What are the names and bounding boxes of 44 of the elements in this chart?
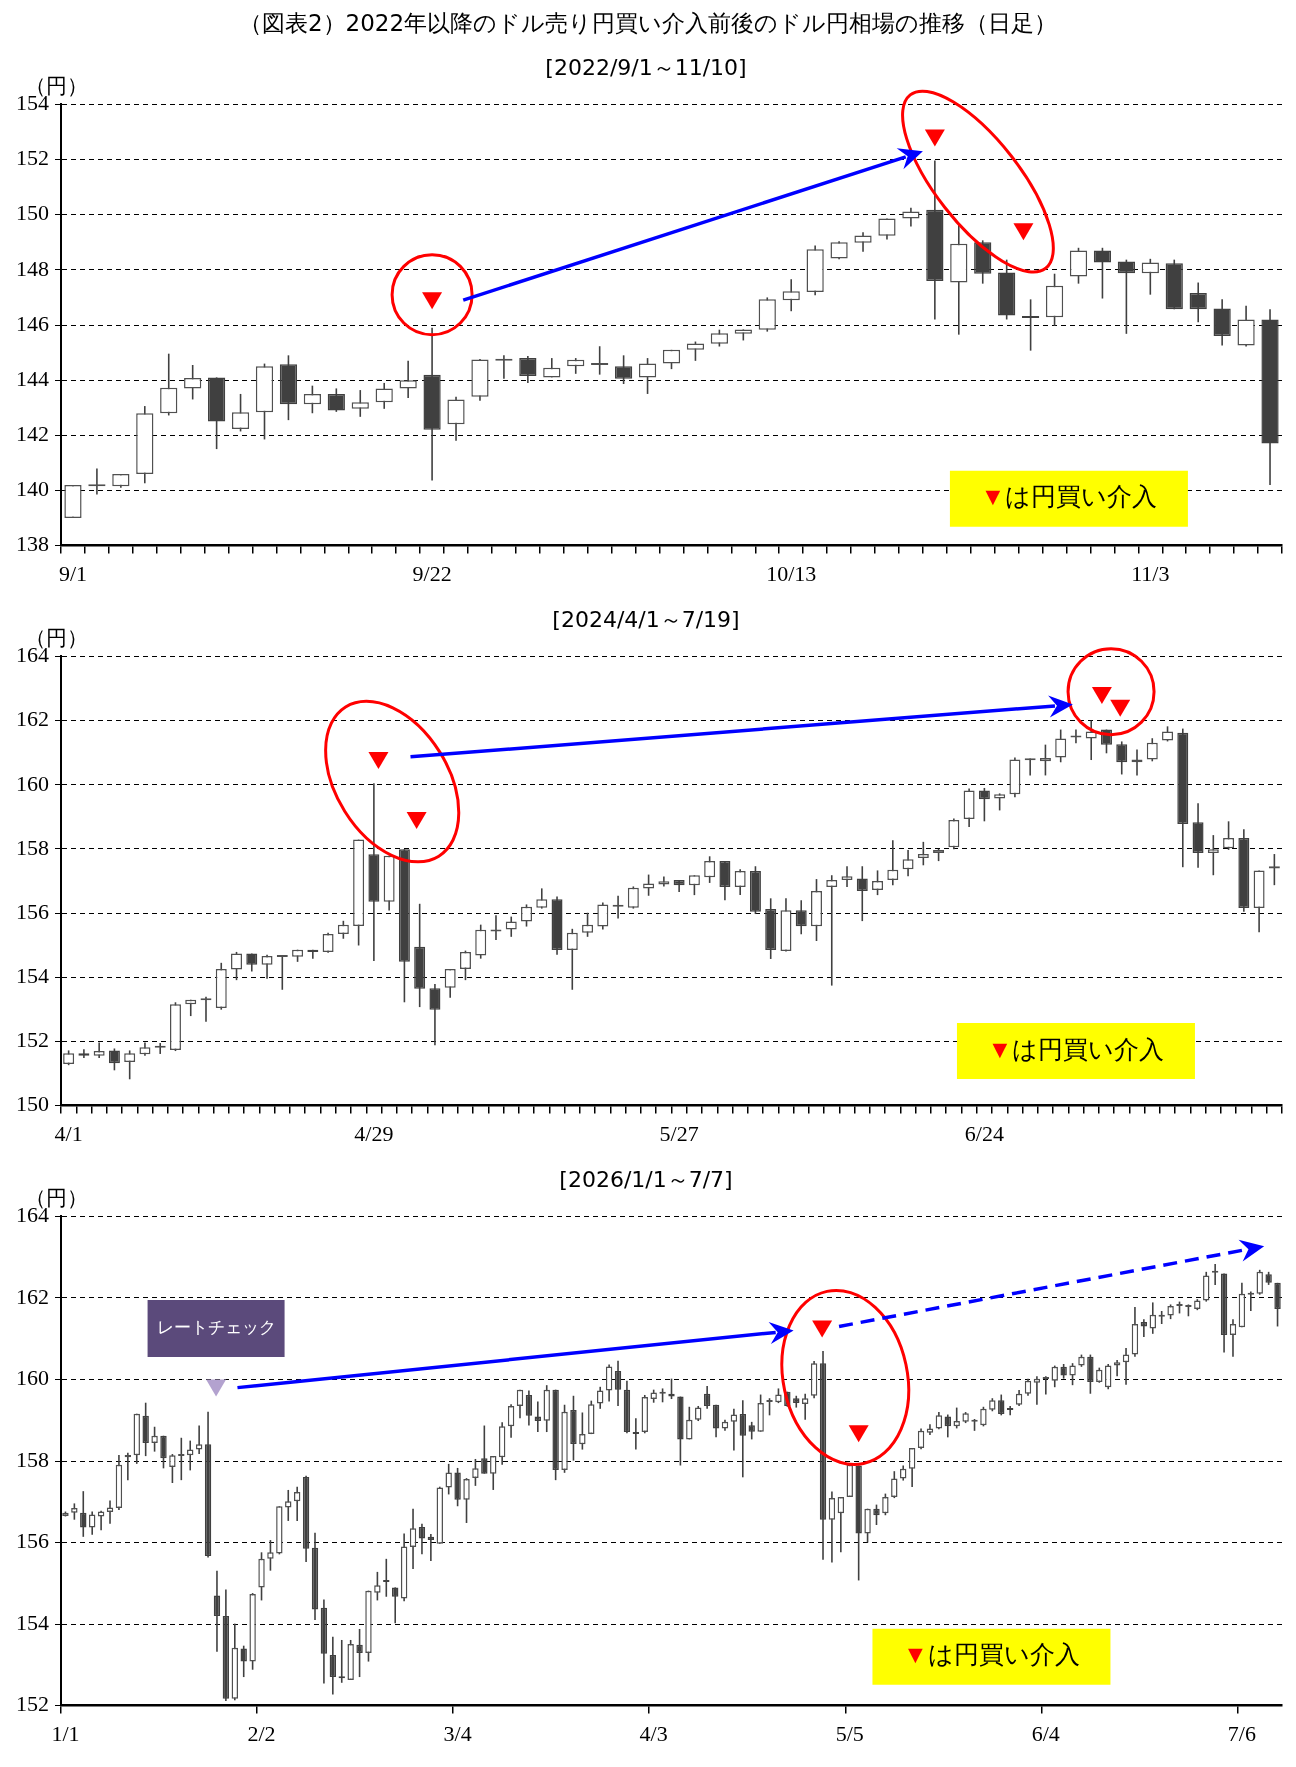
annotation: ▼は円買い介入	[903, 1641, 1080, 1669]
y-tick-label: 152	[16, 1027, 49, 1053]
y-tick-label: 150	[16, 200, 49, 226]
x-tick-label: 5/5	[835, 1720, 864, 1746]
chart-subtitle: [2022/9/1～11/10]	[545, 54, 747, 80]
y-tick-label: 158	[16, 1446, 49, 1472]
y-tick-label: 158	[16, 834, 49, 860]
y-tick-label: 150	[16, 1091, 49, 1117]
chart-subtitle: [2024/4/1～7/19]	[552, 606, 740, 632]
y-tick-label: 162	[16, 706, 49, 732]
y-tick-label: 156	[16, 898, 49, 924]
x-tick-label: 1/1	[51, 1720, 80, 1746]
y-tick-label: 146	[16, 310, 49, 336]
y-tick-label: 160	[16, 1365, 49, 1391]
y-tick-label: 154	[16, 1609, 49, 1635]
annotation: ▼は円買い介入	[987, 1035, 1165, 1063]
annotation: レートチェック	[156, 1317, 276, 1337]
x-tick-label: 4/3	[639, 1720, 668, 1746]
y-tick-label: 160	[16, 770, 49, 796]
y-tick-label: 140	[16, 476, 49, 502]
x-tick-label: 9/22	[412, 560, 452, 586]
y-tick-label: 154	[16, 963, 49, 989]
x-tick-label: 6/24	[964, 1120, 1004, 1146]
y-tick-label: 152	[16, 1691, 49, 1717]
x-tick-label: 9/1	[58, 560, 88, 586]
chart-subtitle: [2026/1/1～7/7]	[559, 1166, 733, 1192]
x-tick-label: 4/1	[54, 1120, 83, 1146]
x-tick-label: 7/6	[1227, 1720, 1256, 1746]
y-tick-label: 138	[16, 531, 49, 557]
y-tick-label: 148	[16, 255, 49, 281]
y-tick-label: 144	[16, 365, 49, 391]
chart-title: （図表2）2022年以降のドル売り円買い介入前後のドル円相場の推移（日足）	[237, 9, 1059, 38]
y-tick-label: 142	[16, 421, 49, 447]
x-tick-label: 3/4	[443, 1720, 472, 1746]
x-tick-label: 6/4	[1031, 1720, 1060, 1746]
x-tick-label: 5/27	[659, 1120, 699, 1146]
y-tick-label: 152	[16, 145, 49, 171]
y-tick-label: 162	[16, 1283, 49, 1309]
x-tick-label: 10/13	[766, 560, 817, 586]
annotation: ▼は円買い介入	[980, 483, 1158, 511]
y-tick-label: 156	[16, 1528, 49, 1554]
x-tick-label: 2/2	[247, 1720, 276, 1746]
x-tick-label: 4/29	[354, 1120, 394, 1146]
x-tick-label: 11/3	[1131, 560, 1170, 586]
